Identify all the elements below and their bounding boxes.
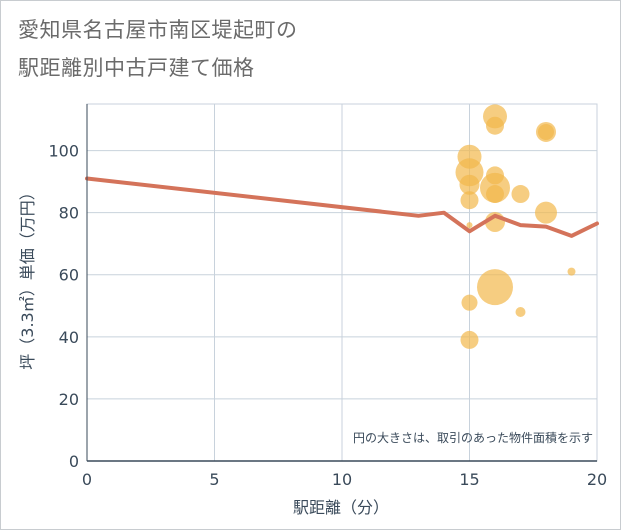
x-tick-label: 15 (459, 470, 479, 489)
x-tick-label: 10 (332, 470, 352, 489)
bubble-point (460, 191, 479, 210)
bubble-point (486, 185, 504, 204)
bubble-point (567, 267, 576, 276)
y-tick-label: 0 (69, 452, 79, 471)
size-note: 円の大きさは、取引のあった物件面積を示す (353, 430, 593, 445)
chart-title-line1: 愛知県名古屋市南区堤起町の (18, 18, 298, 42)
y-tick-label: 40 (59, 328, 79, 347)
bubble-point (459, 174, 480, 195)
x-tick-label: 0 (82, 470, 92, 489)
y-axis-label: 坪（3.3㎡）単価（万円） (18, 184, 37, 369)
x-tick-label: 20 (587, 470, 607, 489)
bubble-point (460, 330, 479, 349)
bubble-point (515, 306, 526, 317)
bubble-point (466, 222, 473, 229)
bubble-point (511, 185, 530, 204)
bubble-point (477, 269, 513, 306)
y-tick-label: 80 (59, 204, 79, 223)
bubble-point (538, 123, 554, 140)
bubble-point (486, 116, 504, 135)
y-tick-label: 60 (59, 266, 79, 285)
trend-line (85, 176, 599, 238)
axes: 0 5 10 15 20 0 20 40 60 80 100 (48, 104, 607, 489)
trend-line-layer (85, 176, 599, 238)
x-axis-label: 駅距離（分） (293, 498, 389, 517)
bubbles-layer (455, 104, 576, 349)
bubble-point (461, 294, 478, 311)
bubble-point (535, 201, 557, 224)
chart-title-line2: 駅距離別中古戸建て価格 (18, 56, 255, 80)
x-tick-label: 5 (209, 470, 219, 489)
y-tick-label: 20 (59, 390, 79, 409)
y-tick-label: 100 (48, 142, 79, 161)
grid-lines (86, 103, 598, 462)
